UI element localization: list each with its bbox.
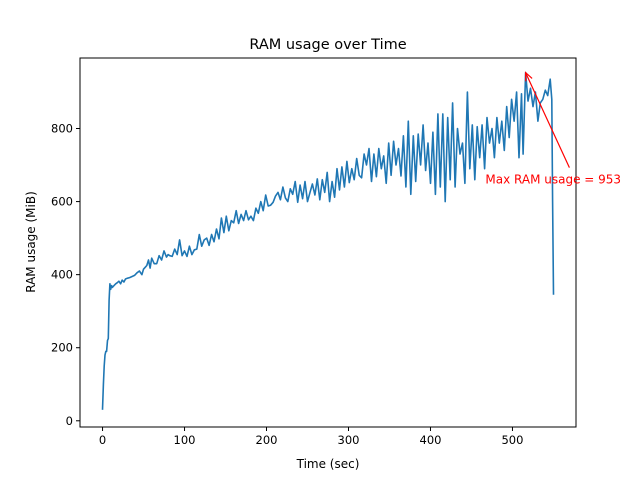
- max-annotation: Max RAM usage = 953: [485, 71, 621, 187]
- x-tick-label: 300: [338, 433, 360, 447]
- x-tick-label: 200: [256, 433, 278, 447]
- x-tick-label: 0: [99, 433, 106, 447]
- x-axis: 0 100 200 300 400 500: [99, 427, 523, 447]
- y-tick-label: 0: [66, 414, 73, 428]
- y-tick-label: 800: [51, 122, 73, 136]
- y-tick-label: 400: [51, 268, 73, 282]
- annotation-arrow-line: [525, 72, 570, 168]
- chart-title: RAM usage over Time: [249, 37, 406, 53]
- y-tick-label: 200: [51, 341, 73, 355]
- x-tick-label: 100: [174, 433, 196, 447]
- x-axis-label: Time (sec): [296, 457, 360, 471]
- annotation-text: Max RAM usage = 953: [485, 173, 621, 187]
- axes-frame: [79, 57, 577, 428]
- x-tick-label: 400: [420, 433, 442, 447]
- plot-area: [101, 71, 555, 410]
- y-axis: 0 200 400 600 800: [51, 122, 80, 428]
- annotation-arrow-head: [524, 71, 533, 82]
- y-axis-label: RAM usage (MiB): [24, 191, 38, 293]
- series-line-0: [101, 71, 555, 410]
- x-tick-label: 500: [501, 433, 523, 447]
- y-tick-label: 600: [51, 195, 73, 209]
